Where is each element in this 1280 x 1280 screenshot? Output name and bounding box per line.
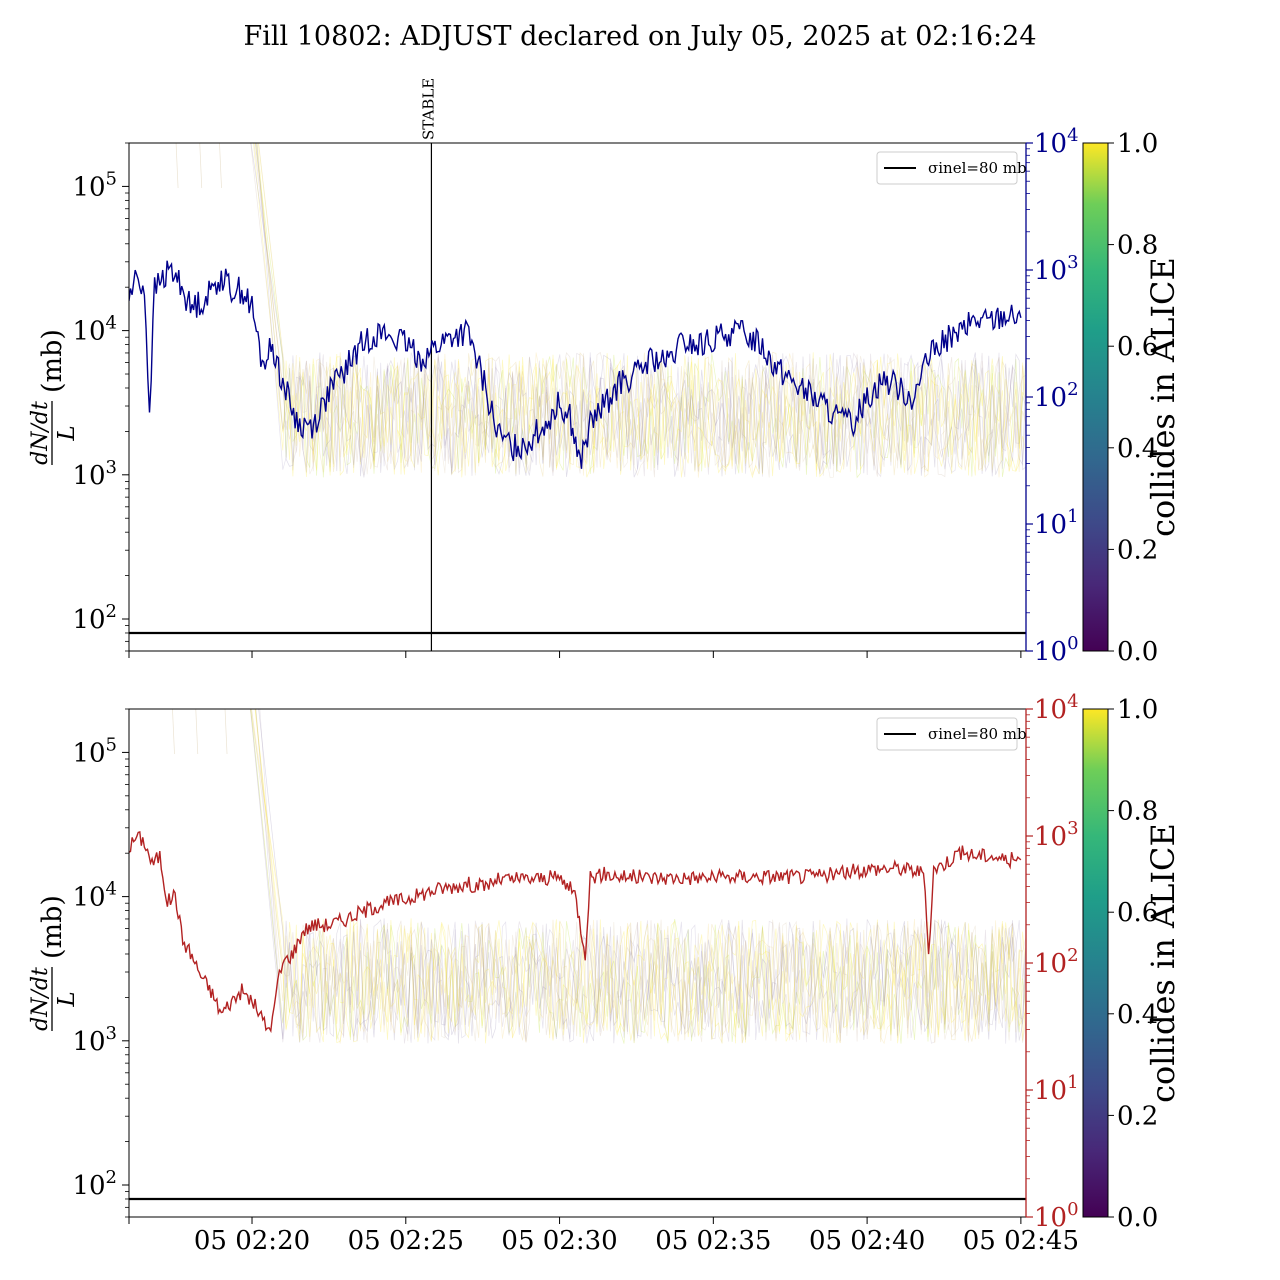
bunch-trace <box>257 143 1026 478</box>
figure-title: Fill 10802: ADJUST declared on July 05, … <box>244 21 1037 52</box>
bunch-trace <box>250 709 1026 1044</box>
right-tick-label: 103 <box>1034 818 1079 852</box>
bunch-traces <box>175 143 1026 479</box>
colorbar-tick-label: 1.0 <box>1117 695 1158 725</box>
bunch-trace <box>254 143 1026 478</box>
x-tick-label: 05 02:45 <box>963 1226 1079 1256</box>
left-tick-label: 102 <box>72 601 117 635</box>
y-label-denominator: L <box>54 991 80 1007</box>
colorbar-tick-label: 0.6 <box>1117 332 1158 362</box>
y-label-denominator: L <box>54 425 80 441</box>
colorbar-tick-label: 0.2 <box>1117 535 1158 565</box>
colorbar-tick-label: 0.6 <box>1117 898 1158 928</box>
legend: σinel=80 mb <box>876 717 1027 751</box>
x-tick-label: 05 02:25 <box>348 1226 464 1256</box>
x-tick-label: 05 02:20 <box>194 1226 310 1256</box>
y-axis-label: dN/dt L (mb) <box>28 895 80 1031</box>
colorbar-tick-label: 0.4 <box>1117 434 1158 464</box>
bunch-trace <box>250 709 1026 1044</box>
series-path <box>129 260 1022 469</box>
y-axis-label: dN/dt L (mb) <box>28 329 80 465</box>
right-tick-label: 102 <box>1034 379 1079 413</box>
left-tick-label: 104 <box>72 879 117 913</box>
bunch-trace <box>258 143 1026 478</box>
left-tick-label: 103 <box>72 1023 117 1057</box>
y-label-unit: (mb) <box>37 329 68 393</box>
x-tick-label: 05 02:30 <box>501 1226 617 1256</box>
right-tick-label: 101 <box>1034 506 1079 540</box>
left-tick-label: 104 <box>72 313 117 347</box>
bunch-trace <box>195 709 199 755</box>
colorbar-tick-label: 0.0 <box>1117 637 1158 667</box>
y-label-numerator: dN/dt <box>28 967 53 1031</box>
x-tick-label: 05 02:40 <box>809 1226 925 1256</box>
stable-label: STABLE <box>419 78 437 140</box>
bunch-trace <box>224 709 228 755</box>
series-path <box>129 830 1022 1034</box>
bunch-trace <box>254 709 1026 1044</box>
bunch-trace <box>250 709 1026 1044</box>
colorbar-tick-label: 0.8 <box>1117 797 1158 827</box>
x-tick-label: 05 02:35 <box>655 1226 771 1256</box>
bunch-trace <box>251 709 1026 1044</box>
colorbar-tick-label: 0.0 <box>1117 1203 1158 1233</box>
bunch-trace <box>219 143 222 189</box>
bunch-trace <box>175 143 179 189</box>
right-tick-label: 103 <box>1034 252 1079 286</box>
right-tick-label: 100 <box>1034 1199 1079 1233</box>
bunch-trace <box>256 143 1026 475</box>
bunch-trace <box>199 143 203 189</box>
bunch-trace <box>250 143 1026 478</box>
left-tick-label: 105 <box>72 734 117 768</box>
legend-box <box>876 717 1018 751</box>
bunch-traces <box>172 709 1026 1045</box>
series-line <box>129 260 1022 469</box>
legend-label: σinel=80 mb <box>928 159 1027 177</box>
right-tick-label: 104 <box>1034 691 1079 725</box>
colorbar-label: collides in ALICE <box>1144 257 1182 537</box>
bottom-panel: 102 103 104 105 100 101 102 103 104 05 02:20 05 02… <box>28 691 1182 1256</box>
right-tick-label: 100 <box>1034 633 1079 667</box>
bunch-trace <box>255 709 1026 1044</box>
bunch-trace <box>259 709 1026 1044</box>
bunch-trace <box>249 709 1026 1044</box>
bunch-trace <box>253 143 1026 479</box>
colorbar-tick-label: 1.0 <box>1117 129 1158 159</box>
right-tick-label: 101 <box>1034 1072 1079 1106</box>
series-line <box>129 830 1022 1034</box>
colorbar-tick-label: 0.4 <box>1117 1000 1158 1030</box>
colorbar-tick-label: 0.8 <box>1117 231 1158 261</box>
bunch-trace <box>251 709 1026 1045</box>
legend: σinel=80 mb <box>876 151 1027 185</box>
right-tick-label: 104 <box>1034 125 1079 159</box>
bunch-trace <box>255 709 1026 1044</box>
colorbar <box>1082 142 1109 652</box>
legend-box <box>876 151 1018 185</box>
y-label-unit: (mb) <box>37 895 68 959</box>
left-tick-label: 103 <box>72 457 117 491</box>
colorbar-label: collides in ALICE <box>1144 823 1182 1103</box>
bunch-trace <box>255 143 1026 477</box>
left-tick-label: 105 <box>72 168 117 202</box>
bunch-trace <box>172 709 175 755</box>
bunch-trace <box>255 143 1026 479</box>
left-tick-label: 102 <box>72 1167 117 1201</box>
right-tick-label: 102 <box>1034 945 1079 979</box>
colorbar <box>1082 708 1109 1218</box>
y-label-numerator: dN/dt <box>28 401 53 465</box>
bunch-trace <box>250 143 1026 478</box>
top-panel: STABLE 102 103 104 105 100 101 102 103 104 dN/dt L (… <box>28 78 1182 667</box>
bunch-trace <box>254 709 1026 1044</box>
bunch-trace <box>256 143 1026 478</box>
colorbar-tick-label: 0.2 <box>1117 1101 1158 1131</box>
bunch-trace <box>258 709 1026 1043</box>
bunch-trace <box>253 143 1026 478</box>
legend-label: σinel=80 mb <box>928 725 1027 743</box>
